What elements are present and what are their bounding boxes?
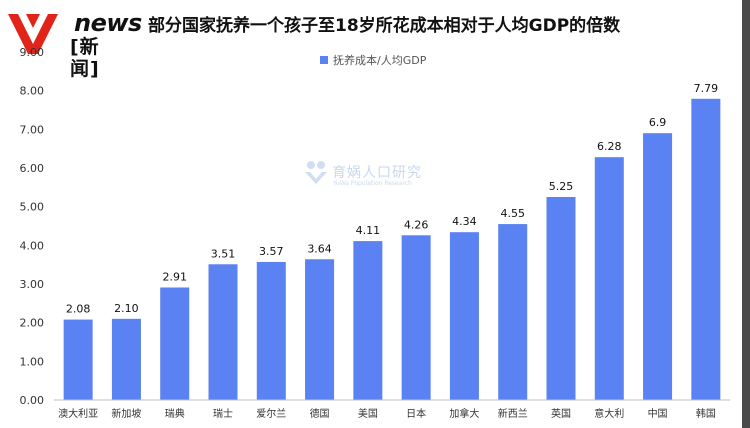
logo-xinwen-text: [新 闻] <box>70 36 100 80</box>
bar-value-label: 2.91 <box>162 270 187 283</box>
bar <box>691 98 721 400</box>
x-tick-label: 新加坡 <box>111 407 141 420</box>
y-tick-label: 5.00 <box>20 201 45 214</box>
bars <box>63 98 721 400</box>
bar-value-label: 4.55 <box>500 207 525 220</box>
y-tick-label: 2.00 <box>20 317 45 330</box>
x-tick-label: 新西兰 <box>498 407 528 420</box>
bar-value-label: 3.51 <box>211 247 236 260</box>
x-tick-label: 爱尔兰 <box>256 407 286 420</box>
watermark-name: 育娲人口研究 <box>332 165 422 181</box>
bar-value-labels: 2.08 2.10 2.91 3.51 3.57 3.64 4.11 4.26 4.34 4.55… <box>66 82 718 316</box>
chart-legend: 抚养成本/人均GDP <box>320 54 426 68</box>
bar <box>305 259 335 400</box>
bar-value-label: 6.9 <box>649 116 667 129</box>
x-tick-label: 英国 <box>551 407 571 420</box>
y-axis: 0.00 1.00 2.00 3.00 4.00 5.00 6.00 7.00 8.00 9.00 <box>20 46 45 407</box>
x-tick-label: 中国 <box>648 407 668 420</box>
bar-value-label: 4.34 <box>452 215 477 228</box>
bar <box>546 197 576 400</box>
x-tick-label: 德国 <box>310 407 330 420</box>
x-tick-label: 韩国 <box>696 407 716 420</box>
y-tick-label: 1.00 <box>20 355 45 368</box>
bar <box>498 224 528 400</box>
x-tick-label: 瑞士 <box>213 407 233 420</box>
bar-value-label: 2.08 <box>66 303 91 316</box>
x-axis: 澳大利亚 新加坡 瑞典 瑞士 爱尔兰 德国 美国 日本 加拿大 新西兰 英国 意大利 中国 韩国 <box>54 399 730 420</box>
watermark-subtitle: YuWa Population Research <box>333 180 412 187</box>
bar <box>401 235 431 400</box>
logo-news-text: news <box>74 9 142 37</box>
bar <box>353 241 383 400</box>
bar-value-label: 7.79 <box>694 82 719 95</box>
logo-v-mark <box>8 14 58 54</box>
y-tick-label: 7.00 <box>20 123 45 136</box>
bar-value-label: 3.64 <box>307 242 332 255</box>
x-tick-label: 澳大利亚 <box>58 407 98 420</box>
y-tick-label: 9.00 <box>20 46 45 59</box>
bar-value-label: 6.28 <box>597 140 622 153</box>
news-logo: news [新 闻] <box>6 8 142 80</box>
chart-title: 部分国家抚养一个孩子至18岁所花成本相对于人均GDP的倍数 <box>148 16 621 36</box>
watermark: 育娲人口研究 YuWa Population Research <box>302 158 421 190</box>
bar-value-label: 4.26 <box>404 218 429 231</box>
watermark-logo-icon <box>305 161 327 184</box>
x-tick-label: 加拿大 <box>449 407 479 420</box>
y-tick-label: 0.00 <box>20 394 45 407</box>
bar <box>63 319 93 400</box>
bar <box>160 287 190 400</box>
bar <box>449 232 479 400</box>
x-tick-label: 意大利 <box>594 407 624 420</box>
legend-swatch <box>320 56 328 64</box>
x-tick-label: 瑞典 <box>165 407 185 420</box>
bar <box>643 133 673 400</box>
bar <box>594 157 624 400</box>
x-tick-label: 美国 <box>358 407 378 420</box>
bar <box>256 261 286 400</box>
legend-label: 抚养成本/人均GDP <box>333 54 427 67</box>
y-tick-label: 4.00 <box>20 239 45 252</box>
bar-value-label: 5.25 <box>549 180 574 193</box>
bar-value-label: 3.57 <box>259 245 284 258</box>
bar-value-label: 2.10 <box>114 302 139 315</box>
y-tick-label: 8.00 <box>20 85 45 98</box>
x-tick-label: 日本 <box>406 407 426 420</box>
bar <box>111 318 141 400</box>
bar-value-label: 4.11 <box>356 224 381 237</box>
y-tick-label: 3.00 <box>20 278 45 291</box>
bar <box>208 264 238 400</box>
y-tick-label: 6.00 <box>20 162 45 175</box>
right-edge-bar <box>742 0 750 428</box>
